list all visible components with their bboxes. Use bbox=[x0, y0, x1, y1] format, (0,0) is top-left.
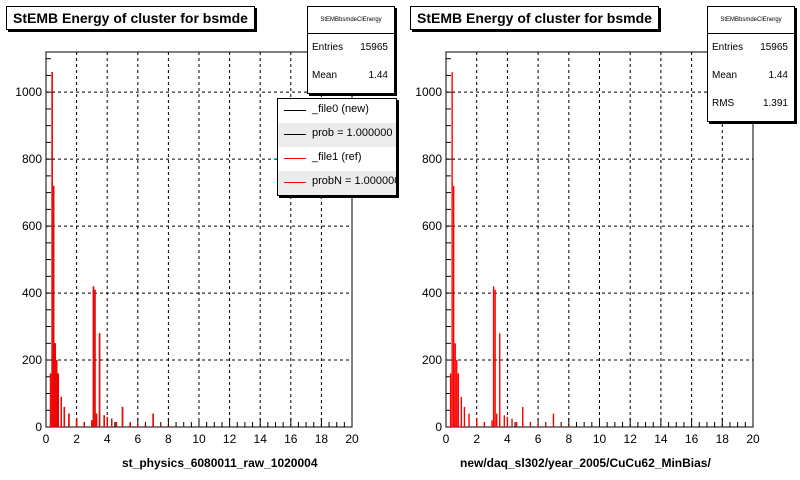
left-x-axis-label: st_physics_6080011_raw_1020004 bbox=[122, 456, 318, 470]
stats-label: Mean bbox=[312, 70, 338, 81]
y-tick-label: 400 bbox=[422, 286, 442, 300]
legend-swatch-black bbox=[284, 110, 306, 111]
stats-name: StEMBbsmdeClEnergy bbox=[308, 7, 394, 34]
x-tick-label: 14 bbox=[254, 432, 268, 446]
stats-label: Entries bbox=[312, 42, 344, 53]
x-tick-label: 12 bbox=[223, 432, 237, 446]
stats-value: 1.44 bbox=[368, 70, 388, 81]
stats-row-entries: Entries 15965 bbox=[308, 34, 394, 62]
right-x-axis-label: new/daq_sl302/year_2005/CuCu62_MinBias/ bbox=[460, 456, 711, 470]
legend-label: _file1 (ref) bbox=[312, 151, 362, 163]
y-tick-label: 800 bbox=[22, 152, 42, 166]
y-tick-label: 1000 bbox=[15, 85, 42, 99]
x-tick-label: 12 bbox=[624, 432, 638, 446]
legend-entry-file1: _file1 (ref) bbox=[278, 147, 396, 171]
left-stats-box: StEMBbsmdeClEnergy Entries 15965 Mean 1.… bbox=[307, 6, 395, 94]
stats-label: RMS bbox=[712, 98, 735, 109]
x-tick-label: 4 bbox=[104, 432, 111, 446]
y-tick-label: 200 bbox=[22, 353, 42, 367]
stats-value: 15965 bbox=[760, 42, 788, 53]
stats-value: 15965 bbox=[360, 42, 388, 53]
y-tick-label: 400 bbox=[22, 286, 42, 300]
right-stats-box: StEMBbsmdeClEnergy Entries 15965 Mean 1.… bbox=[707, 6, 795, 122]
x-tick-label: 18 bbox=[315, 432, 329, 446]
y-tick-label: 600 bbox=[422, 219, 442, 233]
stats-value: 1.44 bbox=[768, 70, 788, 81]
y-tick-label: 600 bbox=[22, 219, 42, 233]
y-tick-label: 1000 bbox=[415, 85, 442, 99]
x-tick-label: 18 bbox=[716, 432, 730, 446]
right-histogram-pad: 0 2 4 6 8 10 12 14 16 18 20 0 200 400 600 800 1000 StEMB… bbox=[400, 0, 800, 480]
legend-swatch-black bbox=[284, 134, 306, 135]
y-tick-label: 0 bbox=[435, 420, 442, 434]
y-tick-label: 0 bbox=[35, 420, 42, 434]
legend-label: prob = 1.000000 bbox=[312, 127, 393, 139]
legend-box: _file0 (new) prob = 1.000000 _file1 (ref… bbox=[277, 98, 397, 196]
legend-swatch-red bbox=[284, 158, 306, 159]
stats-row-mean: Mean 1.44 bbox=[308, 62, 394, 90]
x-tick-label: 0 bbox=[443, 432, 450, 446]
stats-label: Mean bbox=[712, 70, 738, 81]
x-tick-label: 4 bbox=[504, 432, 511, 446]
x-tick-label: 6 bbox=[134, 432, 141, 446]
legend-label: _file0 (new) bbox=[312, 103, 369, 115]
x-tick-label: 2 bbox=[473, 432, 480, 446]
left-histogram-pad: 0 2 4 6 8 10 12 14 16 18 20 0 200 400 600 800 1000 StEMB… bbox=[0, 0, 397, 480]
x-tick-label: 8 bbox=[565, 432, 572, 446]
x-tick-label: 20 bbox=[345, 432, 359, 446]
x-tick-label: 20 bbox=[746, 432, 760, 446]
x-tick-label: 16 bbox=[685, 432, 699, 446]
stats-row-mean: Mean 1.44 bbox=[708, 62, 794, 90]
stats-label: Entries bbox=[712, 42, 744, 53]
stats-name: StEMBbsmdeClEnergy bbox=[708, 7, 794, 34]
y-tick-label: 200 bbox=[422, 353, 442, 367]
x-tick-label: 0 bbox=[43, 432, 50, 446]
x-tick-label: 10 bbox=[192, 432, 206, 446]
y-tick-label: 800 bbox=[422, 152, 442, 166]
stats-value: 1.391 bbox=[762, 98, 788, 109]
x-tick-label: 2 bbox=[73, 432, 80, 446]
x-tick-label: 16 bbox=[284, 432, 298, 446]
x-tick-label: 6 bbox=[535, 432, 542, 446]
x-tick-label: 8 bbox=[165, 432, 172, 446]
legend-entry-file0: _file0 (new) bbox=[278, 99, 396, 123]
x-tick-label: 10 bbox=[593, 432, 607, 446]
legend-label: probN = 1.000000 bbox=[312, 175, 397, 187]
stats-row-rms: RMS 1.391 bbox=[708, 90, 794, 118]
legend-entry-prob: prob = 1.000000 bbox=[278, 123, 396, 147]
x-tick-label: 14 bbox=[654, 432, 668, 446]
legend-entry-probn: probN = 1.000000 bbox=[278, 171, 397, 195]
legend-swatch-red bbox=[284, 182, 306, 183]
right-plot-title: StEMB Energy of cluster for bsmde bbox=[410, 6, 659, 30]
stats-row-entries: Entries 15965 bbox=[708, 34, 794, 62]
left-plot-title: StEMB Energy of cluster for bsmde bbox=[6, 6, 255, 30]
